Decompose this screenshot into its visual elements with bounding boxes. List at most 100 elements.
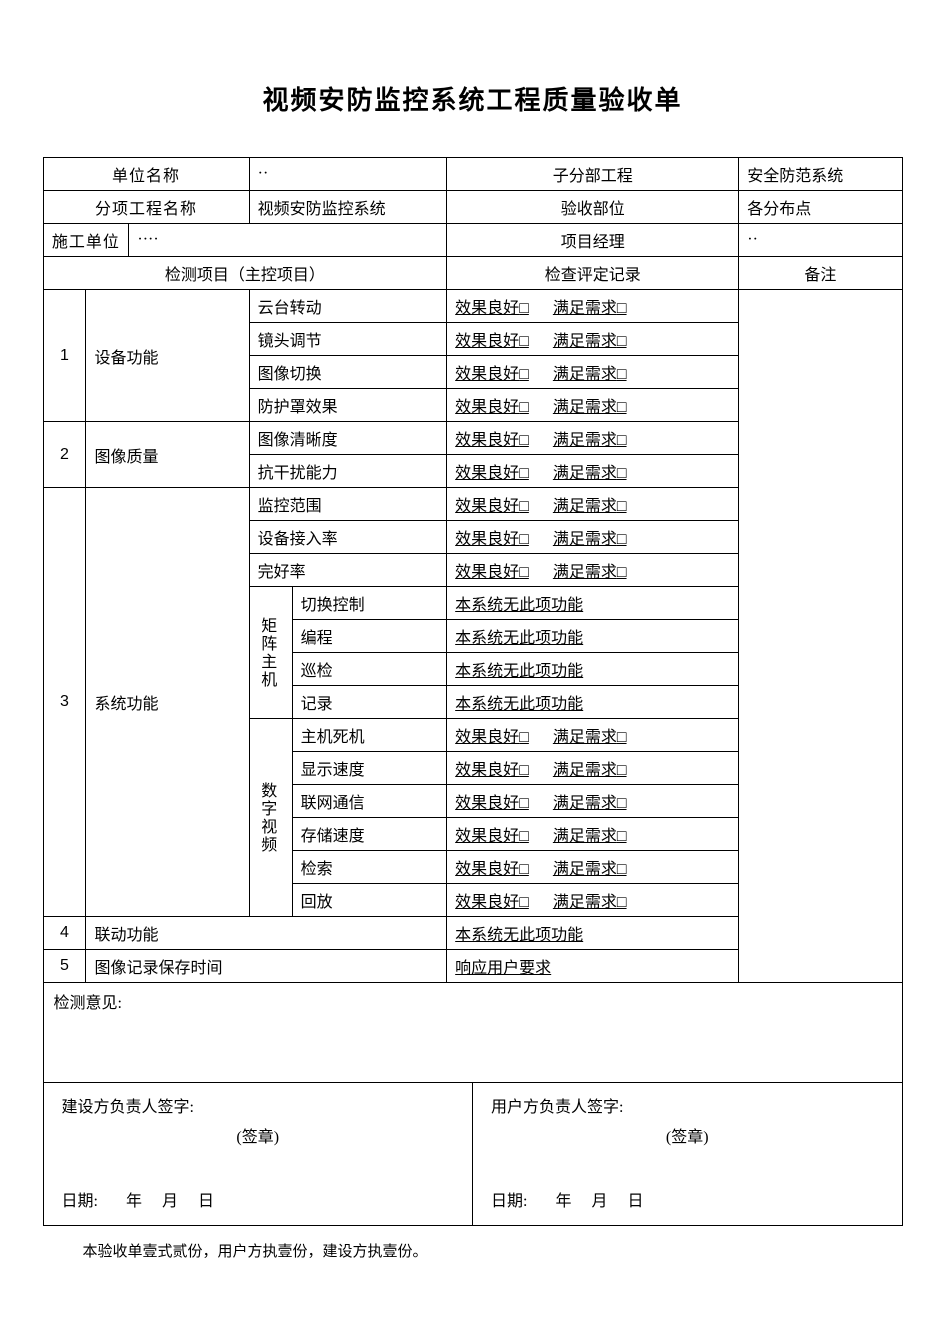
page-title: 视频安防监控系统工程质量验收单 xyxy=(43,80,903,117)
g3-rec-p2: 效果良好满足需求 xyxy=(447,554,739,587)
g3-rec-d0: 效果良好满足需求 xyxy=(447,719,739,752)
g1-item-2: 图像切换 xyxy=(249,356,447,389)
g3-plain-1: 设备接入率 xyxy=(249,521,447,554)
record-header: 检查评定记录 xyxy=(447,257,739,290)
group3-name: 系统功能 xyxy=(86,488,249,917)
checkbox-icon xyxy=(519,828,529,845)
g3-d-5: 回放 xyxy=(292,884,447,917)
g3-m-0: 切换控制 xyxy=(292,587,447,620)
checkbox-icon xyxy=(519,564,529,581)
g3-m-2: 巡检 xyxy=(292,653,447,686)
checkbox-icon xyxy=(617,564,627,581)
checkbox-icon xyxy=(617,399,627,416)
g3-rec-d4: 效果良好满足需求 xyxy=(447,851,739,884)
g3-plain-0: 监控范围 xyxy=(249,488,447,521)
opinion-block: 检测意见: xyxy=(43,983,903,1083)
checkbox-icon xyxy=(617,894,627,911)
group1-name: 设备功能 xyxy=(86,290,249,422)
build-sign-block: 建设方负责人签字: (签章) 日期: 年 月 日 xyxy=(44,1083,474,1225)
g3-rec-m1: 本系统无此项功能 xyxy=(447,620,739,653)
checkbox-icon xyxy=(519,729,529,746)
checkbox-icon xyxy=(617,366,627,383)
g3-rec-p0: 效果良好满足需求 xyxy=(447,488,739,521)
group5-num: 5 xyxy=(43,950,86,983)
group4-name: 联动功能 xyxy=(86,917,447,950)
checkbox-icon xyxy=(617,465,627,482)
group2-name: 图像质量 xyxy=(86,422,249,488)
matrix-host-label: 矩阵主机 xyxy=(249,587,292,719)
construction-unit-value: ···· xyxy=(129,224,447,257)
checkbox-icon xyxy=(617,762,627,779)
remark-cell xyxy=(739,290,902,983)
g1-item-0: 云台转动 xyxy=(249,290,447,323)
g3-plain-2: 完好率 xyxy=(249,554,447,587)
checkbox-icon xyxy=(617,729,627,746)
checkbox-icon xyxy=(617,531,627,548)
checkbox-icon xyxy=(519,795,529,812)
unit-name-label: 单位名称 xyxy=(43,158,249,191)
accept-dept-label: 验收部位 xyxy=(447,191,739,224)
item-project-label: 分项工程名称 xyxy=(43,191,249,224)
build-date: 日期: 年 月 日 xyxy=(62,1187,455,1211)
g3-rec-m0: 本系统无此项功能 xyxy=(447,587,739,620)
checkbox-icon xyxy=(519,399,529,416)
checkbox-icon xyxy=(519,498,529,515)
g2-rec-1: 效果良好满足需求 xyxy=(447,455,739,488)
checkbox-icon xyxy=(519,432,529,449)
checkbox-icon xyxy=(617,828,627,845)
checkbox-icon xyxy=(617,498,627,515)
sub-project-value: 安全防范系统 xyxy=(739,158,902,191)
user-sign-block: 用户方负责人签字: (签章) 日期: 年 月 日 xyxy=(473,1083,902,1225)
sub-project-label: 子分部工程 xyxy=(447,158,739,191)
g3-rec-m2: 本系统无此项功能 xyxy=(447,653,739,686)
seal-text: (签章) xyxy=(62,1123,455,1147)
g1-item-3: 防护罩效果 xyxy=(249,389,447,422)
g3-rec-m3: 本系统无此项功能 xyxy=(447,686,739,719)
g3-d-0: 主机死机 xyxy=(292,719,447,752)
checkbox-icon xyxy=(617,795,627,812)
g1-rec-3: 效果良好满足需求 xyxy=(447,389,739,422)
pm-value: ·· xyxy=(739,224,902,257)
checkbox-icon xyxy=(519,531,529,548)
footnote: 本验收单壹式贰份，用户方执壹份，建设方执壹份。 xyxy=(83,1240,903,1261)
g3-m-3: 记录 xyxy=(292,686,447,719)
checkbox-icon xyxy=(617,861,627,878)
g1-rec-2: 效果良好满足需求 xyxy=(447,356,739,389)
signature-row: 建设方负责人签字: (签章) 日期: 年 月 日 用户方负责人签字: (签章) … xyxy=(44,1083,902,1225)
g5-rec: 响应用户要求 xyxy=(447,950,739,983)
g3-rec-p1: 效果良好满足需求 xyxy=(447,521,739,554)
checkbox-icon xyxy=(617,333,627,350)
build-sign-label: 建设方负责人签字: xyxy=(62,1093,455,1117)
user-sign-label: 用户方负责人签字: xyxy=(491,1093,884,1117)
pm-label: 项目经理 xyxy=(447,224,739,257)
checkbox-icon xyxy=(519,333,529,350)
g3-rec-d2: 效果良好满足需求 xyxy=(447,785,739,818)
group1-num: 1 xyxy=(43,290,86,422)
group5-name: 图像记录保存时间 xyxy=(86,950,447,983)
group2-num: 2 xyxy=(43,422,86,488)
checkbox-icon xyxy=(617,300,627,317)
g1-rec-0: 效果良好满足需求 xyxy=(447,290,739,323)
checkbox-icon xyxy=(519,762,529,779)
g3-d-2: 联网通信 xyxy=(292,785,447,818)
checkbox-icon xyxy=(519,861,529,878)
unit-name-value: ·· xyxy=(249,158,447,191)
g1-item-1: 镜头调节 xyxy=(249,323,447,356)
g3-d-1: 显示速度 xyxy=(292,752,447,785)
g2-item-1: 抗干扰能力 xyxy=(249,455,447,488)
item-project-value: 视频安防监控系统 xyxy=(249,191,447,224)
g3-d-3: 存储速度 xyxy=(292,818,447,851)
digital-video-label: 数字视频 xyxy=(249,719,292,917)
checkbox-icon xyxy=(519,465,529,482)
group3-num: 3 xyxy=(43,488,86,917)
user-date: 日期: 年 月 日 xyxy=(491,1187,884,1211)
remark-header: 备注 xyxy=(739,257,902,290)
acceptance-form: 单位名称 ·· 子分部工程 安全防范系统 分项工程名称 视频安防监控系统 验收部… xyxy=(43,157,903,983)
checkbox-icon xyxy=(519,300,529,317)
g3-d-4: 检索 xyxy=(292,851,447,884)
construction-unit-label: 施工单位 xyxy=(43,224,129,257)
test-item-header: 检测项目（主控项目） xyxy=(43,257,447,290)
g1-rec-1: 效果良好满足需求 xyxy=(447,323,739,356)
checkbox-icon xyxy=(519,366,529,383)
g2-rec-0: 效果良好满足需求 xyxy=(447,422,739,455)
